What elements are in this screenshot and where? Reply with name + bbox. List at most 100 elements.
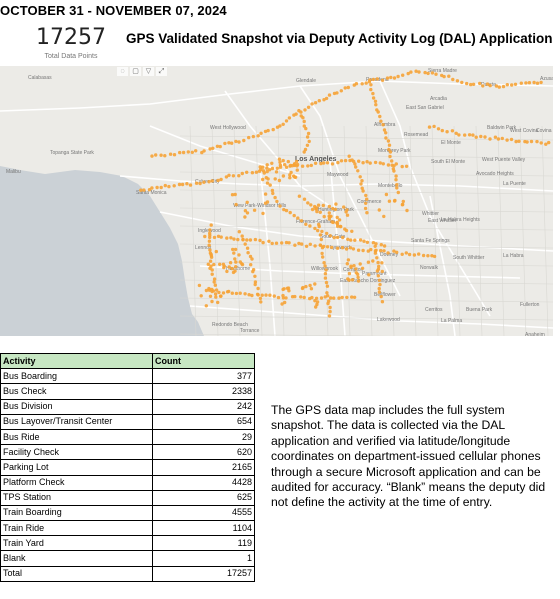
gps-point [321,203,325,208]
gps-point [366,249,370,253]
place-label-topanga: Topanga State Park [50,150,94,156]
map-canvas[interactable]: CalabasasGlendalePasadenaSierra MadreArc… [0,66,553,336]
gps-point [243,209,248,213]
gps-point [394,162,398,166]
street [179,153,553,159]
gps-point [451,77,455,82]
gps-point [224,175,229,179]
place-label-covina: Covina [536,128,552,134]
gps-point [381,162,385,166]
count-cell: 1 [152,550,255,567]
highway [329,160,346,336]
gps-point [299,295,303,299]
table-row: Bus Check 2338 [0,383,255,400]
gps-point [281,174,286,178]
gps-point [373,160,378,165]
gps-point [335,215,339,220]
gps-point [270,241,274,246]
gps-point [240,171,244,176]
gps-point [227,265,231,269]
street [299,125,307,336]
gps-point [159,153,163,157]
place-label-view-park: View Park-Windsor Hills [233,203,287,209]
gps-point [369,87,373,92]
gps-point [323,264,327,268]
expand-icon[interactable]: ⤢ [156,67,167,76]
gps-point [395,186,399,190]
gps-point [342,205,346,209]
gps-point [301,285,305,290]
table-row: Bus Division 242 [0,398,255,415]
gps-point [286,286,291,290]
gps-point [308,283,312,288]
gps-point [344,210,348,214]
gps-point [322,98,326,102]
count-cell: 2338 [152,383,255,400]
place-label-paramount: Paramount [362,271,387,277]
gps-point [227,289,231,294]
place-label-cerritos: Cerritos [425,307,443,313]
gps-point [364,81,368,85]
place-label-fullerton: Fullerton [520,302,540,308]
gps-point [266,177,270,181]
lasso-select-icon[interactable]: ◌ [117,67,128,76]
gps-point [345,213,350,217]
gps-point [404,164,409,168]
gps-point [209,253,213,258]
gps-point [344,228,349,233]
gps-point [334,202,338,206]
gps-point [320,246,325,250]
filter-icon[interactable]: ▽ [143,67,154,76]
gps-map[interactable]: CalabasasGlendalePasadenaSierra MadreArc… [0,66,553,336]
gps-point [155,185,159,190]
rect-select-icon[interactable]: ▢ [130,67,141,76]
gps-point [254,170,259,174]
gps-point [390,159,394,163]
gps-point [287,241,291,245]
gps-point [150,186,154,190]
gps-point [277,157,282,161]
gps-point [309,163,313,168]
gps-point [284,165,289,169]
gps-point [325,161,330,165]
gps-point [430,71,435,75]
highway [159,211,553,252]
gps-point [324,96,329,101]
gps-point [208,231,212,235]
gps-point [346,85,350,90]
gps-point [483,135,487,139]
gps-point [290,164,295,168]
gps-point [392,169,396,173]
gps-point [288,173,292,177]
gps-point [354,165,358,169]
place-label-calabasas: Calabasas [28,75,52,81]
gps-point [445,130,449,134]
gps-point [194,181,199,185]
total-row: Total 17257 [0,565,255,582]
gps-point [287,116,292,120]
gps-point [377,286,381,291]
place-label-glendale: Glendale [296,78,316,84]
gps-point [467,133,472,137]
gps-point [210,272,214,276]
gps-point [317,99,321,103]
gps-point [275,199,279,204]
gps-point [186,150,190,154]
place-label-hawthorne: Hawthorne [226,266,250,272]
gps-point [225,269,229,274]
gps-point [481,84,485,88]
gps-point [294,159,299,164]
activity-table: Activity Count Bus Boarding 377 Bus Check 2… [0,352,255,582]
gps-point [234,202,238,207]
street [321,125,329,336]
gps-point [417,70,421,74]
gps-point [327,204,332,209]
place-label-whittier: Whittier [422,211,439,217]
gps-point [405,208,409,213]
gps-point [356,279,361,283]
count-cell: 620 [152,444,255,461]
activity-cell: Bus Boarding [0,368,153,385]
gps-point [211,146,215,150]
place-label-baldwin-park: Baldwin Park [487,125,517,131]
gps-point [256,293,260,297]
